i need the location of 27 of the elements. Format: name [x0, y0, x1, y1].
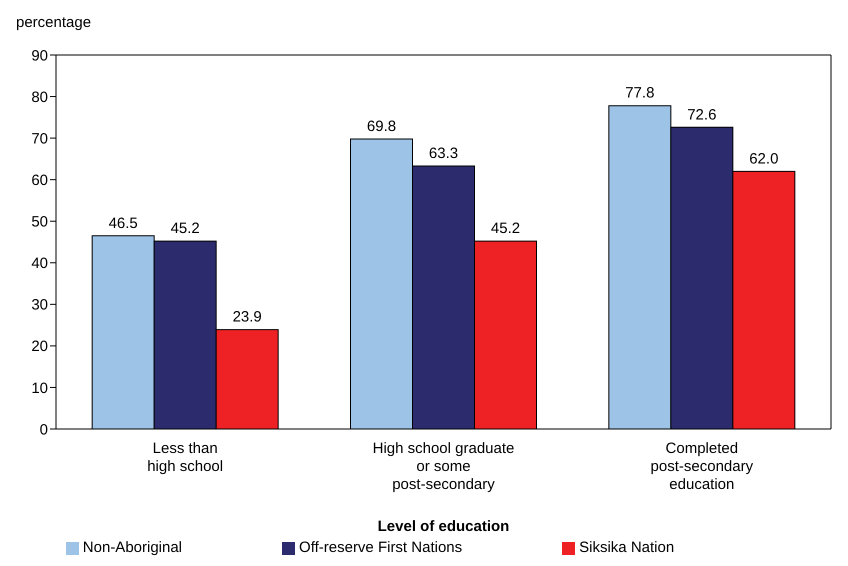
y-tick-label: 60 — [31, 172, 48, 189]
y-tick-label: 20 — [31, 338, 48, 356]
y-tick-label: 90 — [31, 47, 48, 64]
x-tick-label: Completed post-secondary education — [650, 440, 754, 493]
y-tick-label: 40 — [31, 255, 48, 272]
legend-label: Non-Aboriginal — [82, 539, 182, 556]
y-tick-label: 0 — [40, 421, 48, 438]
y-tick-label: 50 — [31, 214, 48, 231]
legend-label: Off-reserve First Nations — [299, 539, 462, 556]
y-tick-label: 80 — [31, 88, 48, 106]
data-label: 45.2 — [490, 220, 520, 238]
data-label: 72.6 — [687, 106, 716, 124]
x-tick-label: High school graduate or some post-secondary — [372, 440, 514, 493]
y-tick-label: 30 — [31, 296, 48, 314]
data-label: 46.5 — [108, 214, 138, 232]
data-label: 69.8 — [366, 118, 396, 135]
y-tick-label: 70 — [31, 130, 48, 148]
data-label: 77.8 — [625, 84, 654, 102]
y-tick-label: 10 — [31, 380, 48, 397]
data-label: 63.3 — [428, 144, 458, 162]
y-axis-title: percentage — [15, 13, 92, 33]
legend-label: Siksika Nation — [579, 539, 674, 556]
data-label: 45.2 — [170, 220, 200, 238]
x-tick-label: Less than high school — [147, 440, 224, 475]
x-axis-title: Level of education — [378, 518, 510, 535]
data-label: 62.0 — [749, 150, 778, 168]
data-label: 23.9 — [232, 308, 262, 326]
